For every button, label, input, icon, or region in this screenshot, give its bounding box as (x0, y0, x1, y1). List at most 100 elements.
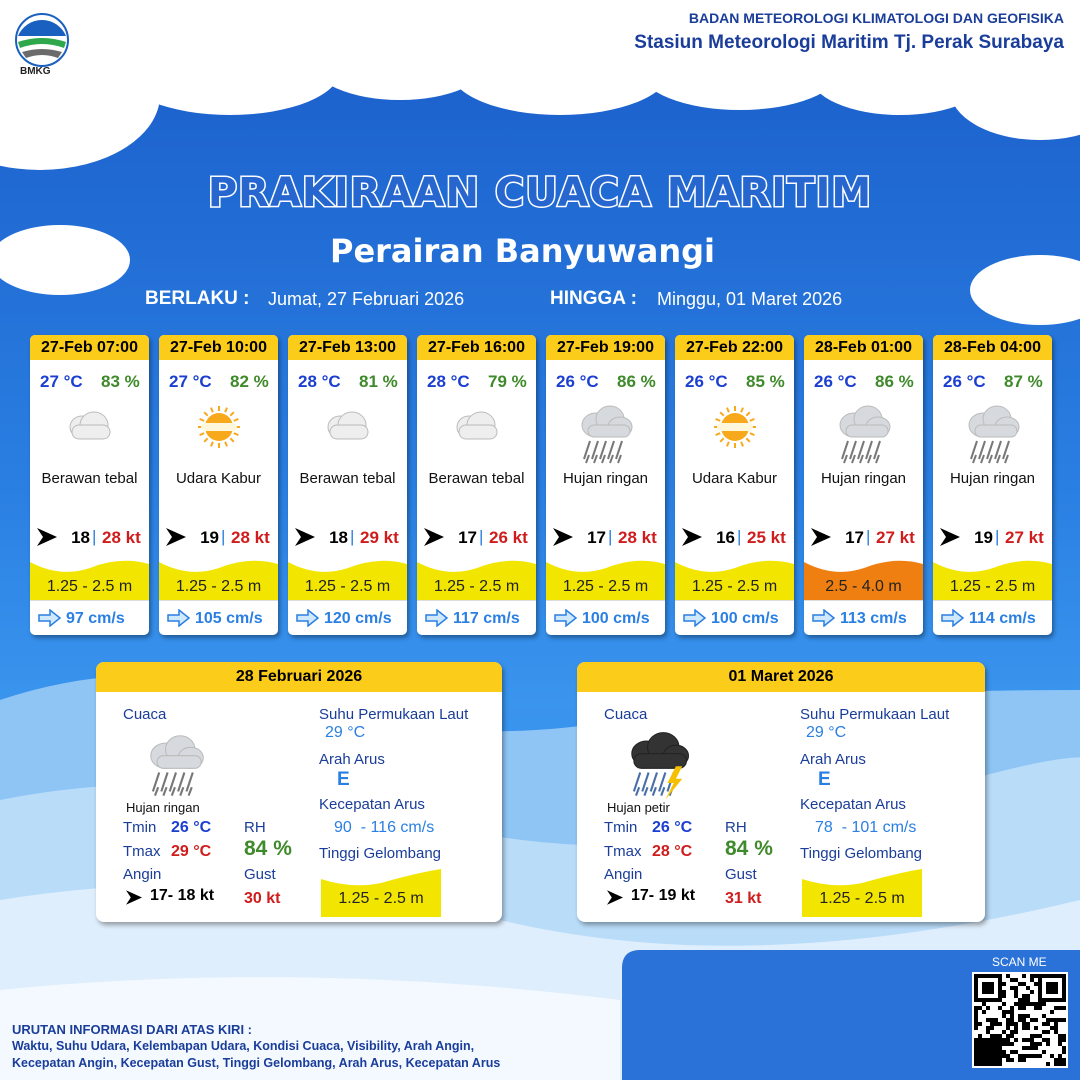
qr-cell (986, 986, 990, 990)
separator: | (866, 527, 871, 546)
humidity: 86 % (617, 372, 656, 391)
qr-cell (982, 1046, 986, 1050)
sst: 29 °C (325, 724, 366, 741)
qr-cell (982, 1062, 986, 1066)
qr-cell (1062, 1058, 1066, 1062)
qr-cell (1018, 982, 1022, 986)
to-label: HINGGA : (550, 288, 637, 309)
label: Kecepatan Arus (319, 796, 425, 813)
qr-cell (1002, 1042, 1006, 1046)
current-speed: 114 cm/s (969, 610, 1036, 627)
qr-cell (1038, 998, 1042, 1002)
qr-cell (1022, 994, 1026, 998)
qr-cell (1022, 1046, 1026, 1050)
humidity: 83 % (101, 372, 140, 391)
weather: Hujan petir (607, 800, 670, 815)
qr-cell (1062, 1062, 1066, 1066)
weather: Udara Kabur (175, 470, 262, 487)
weather-icon (179, 395, 259, 472)
qr-cell (1034, 982, 1038, 986)
qr-cell (1034, 1042, 1038, 1046)
qr-cell (1042, 1002, 1046, 1006)
wind-arrow (552, 527, 574, 552)
qr-cell (1018, 1054, 1022, 1058)
qr-cell (1034, 1002, 1038, 1006)
qr-cell (1062, 986, 1066, 990)
qr-cell (1054, 990, 1058, 994)
weather-icon (308, 395, 388, 472)
qr-cell (1026, 1014, 1030, 1018)
qr-cell (1006, 1026, 1010, 1030)
arrow (812, 608, 836, 628)
label: Suhu Permukaan Laut (319, 706, 469, 723)
humidity: 85 % (746, 372, 785, 391)
arrow (37, 528, 57, 546)
qr-cell (1018, 998, 1022, 1002)
weather: Berawan tebal (41, 470, 138, 487)
qr-cell (1030, 978, 1034, 982)
sst: 29 °C (806, 724, 847, 741)
weather: Hujan ringan (949, 470, 1036, 487)
humidity: 86 % (875, 372, 914, 391)
label: Tmax (604, 843, 642, 860)
arrow (295, 528, 315, 546)
label: Tmin (604, 819, 638, 836)
time: 27-Feb 13:00 (288, 335, 407, 360)
gust: 26 kt (489, 528, 528, 547)
station: Stasiun Meteorologi Maritim Tj. Perak Su… (634, 32, 1064, 53)
wind-arrow (36, 527, 58, 552)
qr-cell (994, 974, 998, 978)
current-speed: 97 cm/s (66, 610, 125, 627)
divider (288, 600, 407, 601)
qr-cell (1026, 1002, 1030, 1006)
current-arrow (683, 608, 707, 632)
qr-cell (974, 994, 978, 998)
time: 27-Feb 19:00 (546, 335, 665, 360)
qr-cell (1050, 1018, 1054, 1022)
qr-cell (994, 1050, 998, 1054)
time: 27-Feb 10:00 (159, 335, 278, 360)
qr-cell (990, 1038, 994, 1042)
arrow (424, 528, 444, 546)
weather-icon (953, 395, 1033, 472)
qr-cell (994, 1034, 998, 1038)
qr-cell (974, 1018, 978, 1022)
qr-cell (978, 1050, 982, 1054)
qr-cell (998, 1034, 1002, 1038)
qr-cell (1014, 1026, 1018, 1030)
label: Gust (725, 866, 757, 883)
qr-cell (1050, 986, 1054, 990)
qr-cell (1026, 1038, 1030, 1042)
qr-cell (1046, 990, 1050, 994)
wind: 17- 18 kt (150, 887, 215, 904)
wave-shape (288, 550, 407, 605)
label: RH (244, 819, 266, 836)
qr-cell (1030, 1002, 1034, 1006)
qr-cell (1050, 998, 1054, 1002)
qr-cell (1026, 986, 1030, 990)
arrow (554, 608, 578, 628)
qr-cell (1022, 998, 1026, 1002)
current-speed: 100 cm/s (711, 610, 779, 627)
qr-cell (1002, 994, 1006, 998)
wave-fill (804, 560, 923, 600)
qr-cell (978, 1022, 982, 1026)
qr-cell (1034, 1006, 1038, 1010)
qr-cell (982, 1054, 986, 1058)
qr-cell (1058, 1058, 1062, 1062)
wave-shape (417, 550, 536, 605)
qr-cell (982, 1058, 986, 1062)
wave-shape (804, 550, 923, 605)
qr-cell (1006, 974, 1010, 978)
arrow (553, 528, 573, 546)
qr-cell (1042, 998, 1046, 1002)
current-speed: 90 - 116 cm/s (334, 819, 435, 836)
wind-arrow (810, 527, 832, 552)
from-date: Jumat, 27 Februari 2026 (268, 289, 465, 309)
note-line: Kecepatan Angin, Kecepatan Gust, Tinggi … (12, 1056, 501, 1070)
qr-cell (1062, 974, 1066, 978)
wind: 17- 19 kt (631, 887, 696, 904)
qr-cell (990, 1050, 994, 1054)
qr-cell (1046, 1030, 1050, 1034)
qr-cell (974, 1062, 978, 1066)
